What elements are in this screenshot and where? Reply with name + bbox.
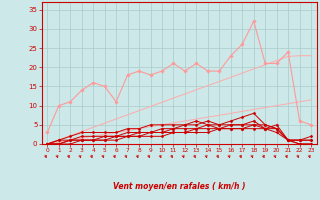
- Text: Vent moyen/en rafales ( km/h ): Vent moyen/en rafales ( km/h ): [113, 182, 245, 191]
